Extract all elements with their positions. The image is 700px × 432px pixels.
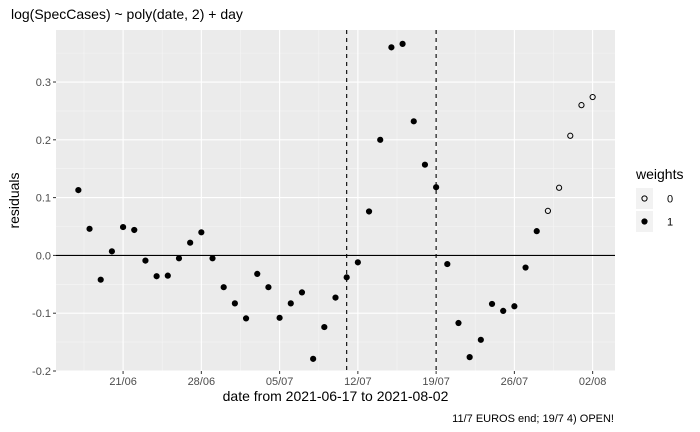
data-point-weight-1 [332, 294, 339, 301]
x-tick-label: 12/07 [344, 376, 372, 388]
legend-key-1-marker [641, 218, 648, 225]
data-point-weight-1 [399, 40, 406, 47]
x-tick-label: 02/08 [579, 376, 607, 388]
data-point-weight-1 [119, 223, 127, 231]
data-point-weight-1 [242, 315, 250, 322]
data-point-weight-1 [500, 307, 507, 314]
data-point-weight-1 [108, 248, 116, 255]
chart-title: log(SpecCases) ~ poly(date, 2) + day [11, 6, 243, 22]
data-point-weight-1 [287, 300, 294, 307]
x-tick-label: 19/07 [422, 376, 450, 388]
data-point-weight-1 [488, 300, 496, 308]
legend: weights 0 1 [635, 166, 683, 232]
y-tick-label: 0.2 [36, 135, 51, 147]
data-point-weight-1 [175, 255, 183, 262]
x-tick-label: 26/07 [501, 376, 529, 388]
data-point-weight-0 [556, 184, 563, 191]
major-gridlines [56, 30, 615, 372]
data-point-weight-1 [75, 186, 82, 194]
legend-key-0-marker [641, 195, 648, 202]
data-point-weight-1 [131, 226, 138, 234]
data-point-weight-1 [410, 118, 417, 125]
data-point-weight-1 [377, 136, 384, 143]
data-point-weight-1 [477, 336, 484, 343]
data-point-weight-1 [455, 319, 462, 327]
data-point-weight-1 [343, 274, 350, 281]
data-point-weight-1 [298, 289, 306, 296]
y-tick-label: 0.1 [36, 193, 51, 205]
x-axis-title: date from 2021-06-17 to 2021-08-02 [223, 388, 449, 404]
data-point-weight-0 [578, 102, 585, 109]
y-tick-label: 0.0 [36, 250, 51, 262]
data-point-weight-1 [444, 260, 451, 268]
data-point-weight-1 [209, 255, 216, 262]
y-tick-label: 0.3 [36, 77, 51, 89]
y-axis-title: residuals [6, 172, 22, 228]
data-point-weight-1 [354, 259, 361, 266]
data-point-weight-1 [466, 354, 473, 361]
x-axis-ticks: 21/06 28/06 05/07 12/07 19/07 26/07 02/08 [109, 371, 606, 388]
data-point-weight-0 [589, 93, 596, 101]
data-point-weight-1 [276, 314, 283, 321]
legend-key-0-bg [636, 188, 653, 209]
data-point-weight-1 [220, 284, 227, 291]
data-point-weight-1 [433, 184, 440, 191]
data-point-weight-1 [198, 229, 205, 236]
minor-gridlines [56, 30, 615, 371]
data-points [75, 40, 596, 362]
y-tick-label: -0.2 [32, 366, 51, 378]
data-point-weight-0 [544, 207, 552, 215]
data-point-weight-1 [522, 264, 529, 271]
chart-caption: 11/7 EUROS end; 19/7 4) OPEN! [452, 413, 614, 425]
y-axis-ticks: -0.2 -0.1 0.0 0.1 0.2 0.3 [32, 77, 56, 378]
data-point-weight-1 [265, 284, 272, 291]
data-point-weight-1 [310, 355, 317, 362]
plot-panel [56, 30, 615, 371]
data-point-weight-1 [187, 239, 194, 246]
x-tick-label: 28/06 [188, 376, 216, 388]
data-point-weight-1 [254, 270, 261, 278]
data-point-weight-1 [421, 161, 429, 168]
reference-lines [56, 30, 615, 371]
data-point-weight-1 [97, 276, 104, 283]
legend-label-0: 0 [667, 194, 673, 206]
data-point-weight-1 [231, 300, 238, 307]
y-tick-label: -0.1 [32, 308, 51, 320]
legend-title: weights [635, 166, 683, 182]
data-point-weight-1 [164, 272, 171, 279]
data-point-weight-1 [321, 323, 328, 331]
x-tick-label: 05/07 [266, 376, 294, 388]
data-point-weight-0 [567, 132, 574, 139]
data-point-weight-1 [388, 44, 395, 51]
data-point-weight-1 [86, 225, 93, 232]
data-point-weight-1 [365, 208, 373, 215]
x-tick-label: 21/06 [109, 376, 137, 388]
data-point-weight-1 [511, 303, 518, 310]
data-point-weight-1 [142, 257, 149, 264]
legend-label-1: 1 [667, 217, 673, 229]
data-point-weight-1 [153, 273, 160, 280]
data-point-weight-1 [533, 228, 540, 235]
